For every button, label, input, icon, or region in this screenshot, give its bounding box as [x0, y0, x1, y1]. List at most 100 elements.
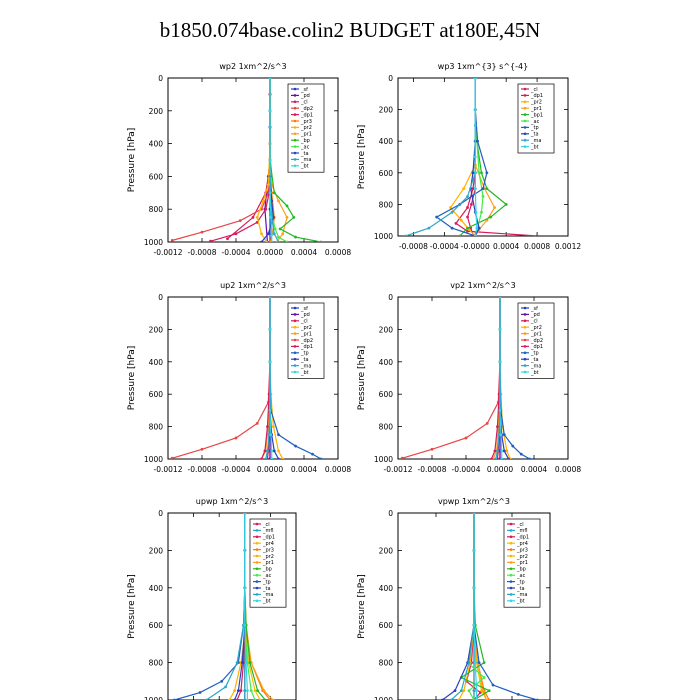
- legend-label: _mfl: [262, 528, 274, 534]
- data-point: [272, 449, 276, 453]
- plot-frame: [167, 77, 339, 243]
- x-tick-label: 0.0004: [493, 242, 519, 251]
- legend-label: _dp2: [300, 106, 313, 112]
- y-tick-label: 800: [379, 423, 394, 432]
- x-tick-label: 0.0008: [325, 465, 351, 474]
- plot-frame: [397, 77, 569, 237]
- legend-label: _pr1: [530, 331, 542, 337]
- legend-marker: [509, 599, 513, 603]
- legend: _sf_pd_cl_pr2_pr1_dp2_dp1_tp_ta_ma_bt: [287, 302, 325, 379]
- data-point: [272, 191, 276, 195]
- legend-label: _pr3: [300, 119, 312, 125]
- data-point: [248, 661, 252, 664]
- x-tick-label: -0.0000: [461, 242, 490, 251]
- legend-label: _pd: [530, 312, 540, 318]
- legend-marker: [293, 158, 297, 161]
- data-point: [243, 623, 247, 627]
- series-group: [440, 513, 539, 700]
- data-point: [467, 689, 471, 693]
- x-tick-label: -0.0004: [222, 465, 251, 474]
- data-point: [268, 191, 272, 195]
- data-point: [277, 235, 280, 239]
- legend-label: _pr2: [262, 554, 274, 560]
- legend-marker: [255, 593, 259, 596]
- data-point: [535, 234, 539, 236]
- legend-label: _pr1: [300, 132, 312, 138]
- legend-label: _bt: [516, 599, 525, 605]
- data-point: [277, 199, 280, 203]
- legend-label: _ac: [262, 573, 272, 579]
- legend-marker: [509, 593, 513, 596]
- y-tick-label: 800: [149, 659, 164, 668]
- legend: _cl_mfl_dp1_pr4_pr3_pr2_pr1_bp_ac_tp_ta_…: [503, 518, 541, 608]
- x-tick-label: 0.0004: [291, 248, 317, 257]
- legend-label: _dp1: [516, 535, 529, 541]
- y-tick-label: 600: [149, 172, 164, 181]
- legend-marker: [523, 370, 527, 374]
- y-tick-label: 800: [149, 205, 164, 214]
- x-tick-label: -0.0004: [222, 248, 251, 257]
- legend-label: _ma: [530, 363, 541, 369]
- legend-label: _dp2: [530, 338, 543, 344]
- legend-label: _ta: [300, 151, 309, 157]
- panel-5: upwp 1xm^2/s^3 Pressure [hPa] 0 200 400 600 80…: [127, 497, 297, 700]
- data-point: [498, 297, 502, 299]
- data-point: [480, 171, 483, 175]
- legend-label: _pr2: [300, 125, 312, 131]
- x-tick-label: -0.0012: [154, 248, 183, 257]
- legend-marker: [293, 164, 297, 168]
- data-point: [260, 240, 263, 242]
- legend-marker: [509, 535, 513, 539]
- data-point: [294, 235, 297, 239]
- legend-marker: [255, 599, 259, 603]
- data-point: [489, 215, 493, 219]
- data-point: [481, 187, 485, 191]
- legend-marker: [293, 338, 297, 342]
- data-point: [251, 216, 255, 219]
- legend-marker: [523, 106, 527, 110]
- data-point: [427, 226, 431, 230]
- legend-label: _ma: [300, 363, 311, 369]
- x-tick-label: -0.0008: [188, 248, 217, 257]
- series-line-dp2: [172, 297, 271, 459]
- data-point: [453, 689, 457, 693]
- data-point: [220, 679, 224, 683]
- legend-label: _bp1: [530, 112, 543, 118]
- data-point: [255, 216, 259, 219]
- legend-label: _dp1: [530, 344, 543, 350]
- legend-label: _bt: [530, 144, 539, 150]
- legend-marker: [523, 94, 527, 97]
- legend-marker: [523, 138, 527, 142]
- data-point: [473, 78, 477, 80]
- data-point: [260, 232, 263, 236]
- data-point: [266, 183, 270, 187]
- data-point: [243, 513, 247, 515]
- data-point: [226, 237, 229, 241]
- legend-marker: [523, 119, 527, 123]
- data-point: [270, 232, 274, 236]
- data-point: [253, 689, 257, 693]
- legend-label: _tp: [262, 579, 271, 585]
- legend-label: _pr1: [530, 106, 542, 112]
- legend-label: _pr2: [300, 325, 312, 331]
- legend-label: _pr1: [262, 560, 274, 566]
- x-tick-label: -0.0008: [399, 242, 428, 251]
- y-axis-title: Pressure [hPa]: [357, 125, 367, 190]
- data-point: [277, 449, 280, 453]
- data-point: [285, 204, 289, 208]
- x-tick-label: -0.0008: [188, 465, 217, 474]
- legend-label: _tp: [516, 579, 525, 585]
- data-point: [466, 226, 469, 230]
- y-axis-title: Pressure [hPa]: [127, 574, 137, 639]
- legend-label: _pd: [300, 93, 310, 99]
- legend-marker: [509, 567, 513, 571]
- data-point: [273, 227, 277, 231]
- y-tick-label: 200: [379, 106, 394, 115]
- legend-marker: [293, 345, 297, 348]
- data-point: [496, 449, 499, 453]
- y-tick-label: 1000: [144, 238, 163, 247]
- data-point: [200, 447, 204, 451]
- legend-label: _pr1: [300, 331, 312, 337]
- data-point: [477, 661, 481, 664]
- data-point: [319, 457, 323, 459]
